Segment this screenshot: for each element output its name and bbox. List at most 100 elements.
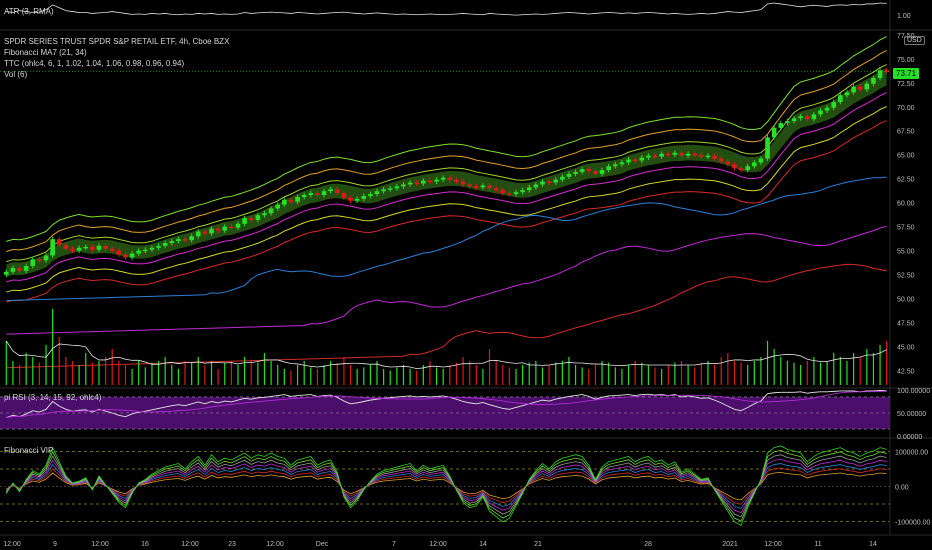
vip-line — [5, 449, 887, 522]
candle — [480, 185, 486, 188]
atr-pane — [6, 2, 887, 16]
candle — [440, 177, 446, 180]
volume-bar — [661, 369, 663, 385]
volume-bar — [713, 365, 716, 385]
volume-bar — [674, 362, 676, 385]
volume-bar — [323, 365, 325, 385]
candle — [262, 213, 267, 216]
candle — [301, 195, 307, 197]
time-tick-label: 12:00 — [764, 541, 782, 548]
volume-bar — [349, 365, 352, 385]
candle — [37, 259, 42, 261]
volume-bar — [171, 365, 173, 385]
volume-bar — [654, 367, 656, 385]
candle — [90, 246, 95, 250]
candle — [520, 190, 525, 193]
candle — [321, 191, 327, 196]
volume-bar — [12, 361, 14, 385]
candle — [679, 152, 684, 156]
candle — [162, 243, 168, 246]
candle — [30, 259, 36, 267]
candle — [778, 123, 784, 128]
volume-bar — [290, 370, 292, 385]
candle — [460, 181, 466, 185]
candle — [328, 189, 333, 192]
volume-bar — [270, 361, 272, 385]
candle — [864, 83, 870, 90]
volume-bar — [621, 369, 623, 385]
candle — [381, 189, 386, 192]
time-tick-label: 12:00 — [429, 541, 447, 548]
candle — [738, 168, 744, 171]
candle — [599, 170, 605, 174]
rsi-tick-label: 100.00000 — [897, 388, 930, 395]
currency-button[interactable]: USD — [904, 36, 925, 45]
volume-bar — [469, 361, 471, 385]
volume-bar — [151, 362, 153, 385]
candle — [182, 239, 188, 241]
volume-legend: Vol (6) — [4, 70, 28, 79]
volume-bar — [852, 353, 855, 385]
moving-average-line — [6, 176, 887, 302]
candle — [189, 236, 194, 241]
volume-bar — [98, 361, 100, 385]
candle — [798, 116, 803, 119]
volume-bar — [548, 365, 550, 385]
volume-bar — [707, 361, 709, 385]
volume-bar — [720, 357, 722, 385]
volume-bar — [244, 357, 246, 385]
ttc-fill — [6, 68, 887, 277]
volume-bar — [45, 345, 47, 385]
time-tick-label: 14 — [869, 541, 877, 548]
volume-bar — [455, 362, 458, 385]
vip-legend: Fibonacci VIP — [4, 446, 54, 455]
candle — [394, 186, 400, 189]
volume-bar — [111, 349, 113, 385]
vip-tick-label: -100000.00 — [895, 520, 931, 527]
rsi-pane — [0, 390, 890, 430]
volume-bar — [594, 365, 597, 385]
candle — [751, 162, 757, 167]
volume-ma-line — [5, 340, 887, 370]
candle — [804, 116, 810, 120]
ttc-legend: TTC (ohlc4, 6, 1, 1.02, 1.04, 1.06, 0.98… — [4, 59, 185, 68]
candle — [467, 184, 472, 187]
candle — [215, 228, 221, 231]
volume-bar — [740, 362, 742, 385]
volume-bar — [5, 341, 7, 385]
candle — [725, 161, 731, 165]
candle — [831, 101, 837, 108]
candle — [156, 245, 161, 248]
candle — [43, 255, 49, 261]
candle — [553, 179, 559, 183]
volume-bar — [131, 369, 133, 385]
time-tick-label: 21 — [534, 541, 542, 548]
atr-legend: ATR (3, RMA) — [4, 7, 54, 16]
time-tick-label: 23 — [228, 541, 236, 548]
candle — [665, 153, 671, 156]
candle — [255, 215, 261, 220]
volume-bar — [462, 357, 464, 385]
candle — [871, 77, 876, 84]
volume-bar — [482, 369, 484, 385]
candle — [202, 231, 208, 234]
candle — [103, 245, 108, 249]
volume-bar — [449, 365, 451, 385]
price-tick-label: 75.00 — [897, 57, 915, 64]
candle — [824, 107, 830, 111]
volume-bar — [416, 370, 418, 385]
candle — [361, 195, 367, 199]
candle — [507, 193, 512, 195]
volume-bar — [608, 362, 610, 385]
volume-bar — [667, 365, 669, 385]
candle — [619, 162, 625, 165]
candle — [745, 166, 750, 171]
vip-tick-label: 100000.00 — [895, 450, 928, 457]
candle — [838, 95, 843, 102]
candle — [659, 153, 664, 157]
candle — [10, 267, 16, 272]
rsi-tick-label: 50.00000 — [897, 411, 926, 418]
candle — [606, 166, 611, 171]
volume-bar — [18, 365, 21, 385]
